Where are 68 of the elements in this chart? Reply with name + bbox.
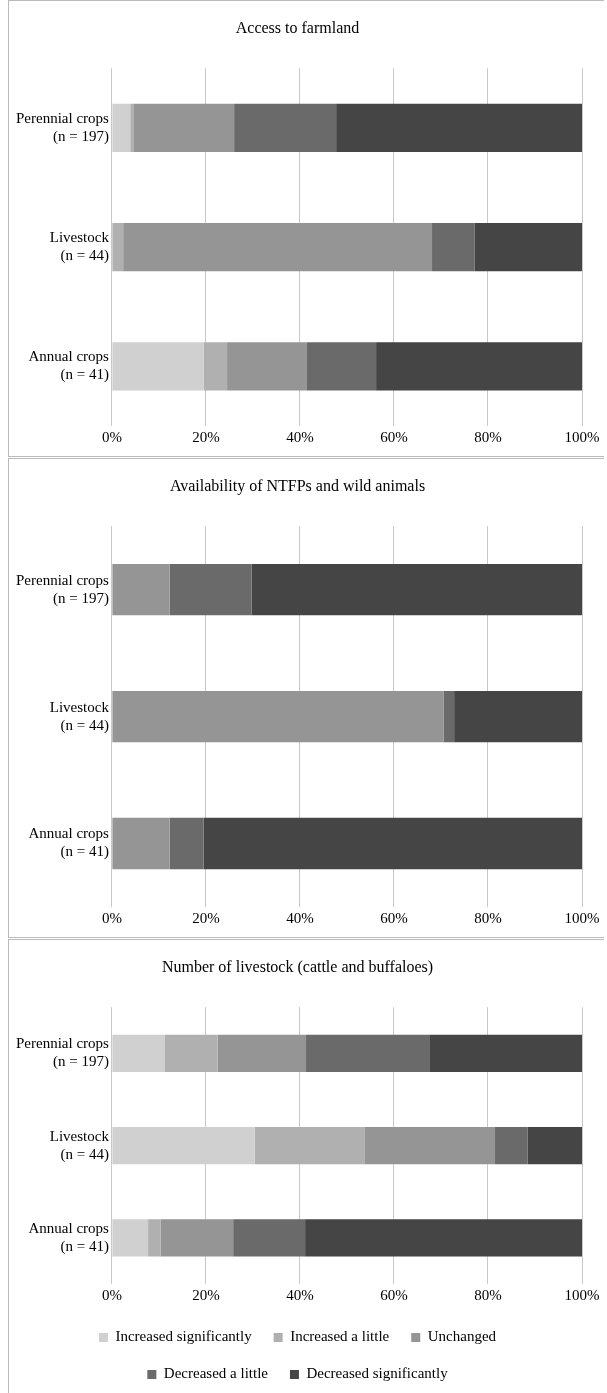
- bar: [443, 690, 455, 743]
- x-tick-label: 0%: [101, 909, 122, 926]
- y-tick-label: Perennial crops (n = 197): [16, 1035, 110, 1071]
- x-tick-label: 60%: [380, 1286, 408, 1303]
- chart-title: Access to farmland: [235, 18, 360, 36]
- bar: [254, 1126, 365, 1165]
- bar: [429, 1034, 582, 1073]
- x-tick-label: 80%: [474, 428, 502, 445]
- bar: [169, 563, 252, 616]
- chart-title: Number of livestock (cattle and buffaloes): [161, 957, 434, 976]
- bar: [432, 222, 475, 272]
- bar: [251, 563, 582, 616]
- x-tick-label: 100%: [564, 909, 600, 926]
- x-tick-label: 80%: [474, 909, 502, 926]
- y-tick-label: Annual crops (n = 41): [28, 1219, 110, 1255]
- x-tick-label: 40%: [286, 428, 314, 445]
- bar: [306, 342, 377, 391]
- bar: [527, 1126, 582, 1165]
- bar: [160, 1219, 234, 1257]
- bar: [306, 1034, 430, 1073]
- legend-label: Increased a little: [290, 1328, 390, 1345]
- bar: [165, 1034, 218, 1073]
- legend-label: Increased significantly: [115, 1328, 253, 1345]
- x-tick-label: 60%: [380, 909, 408, 926]
- bar: [148, 1219, 161, 1257]
- chart-title: Availability of NTFPs and wild animals: [169, 476, 426, 495]
- legend-label: Decreased a little: [163, 1365, 269, 1382]
- bar: [217, 1034, 307, 1073]
- x-tick-label: 40%: [286, 909, 314, 926]
- bar: [234, 103, 337, 152]
- x-tick-label: 60%: [380, 428, 408, 445]
- bar: [112, 563, 170, 616]
- y-tick-label: Perennial crops (n = 197): [16, 109, 110, 145]
- x-tick-label: 0%: [101, 428, 122, 445]
- bar: [495, 1126, 528, 1165]
- x-tick-label: 20%: [192, 428, 220, 445]
- legend-label: Unchanged: [427, 1328, 497, 1345]
- y-tick-label: Livestock (n = 44): [49, 1127, 110, 1163]
- bar: [169, 817, 204, 870]
- bar: [112, 690, 444, 743]
- x-tick-label: 80%: [474, 1286, 502, 1303]
- x-tick-label: 100%: [564, 428, 600, 445]
- bar: [130, 103, 134, 152]
- y-tick-label: Livestock (n = 44): [49, 698, 110, 734]
- x-tick-label: 20%: [192, 909, 220, 926]
- x-tick-label: 100%: [564, 1286, 600, 1303]
- bar: [376, 342, 582, 391]
- legend-label: Decreased significantly: [306, 1365, 449, 1382]
- bar: [233, 1219, 306, 1257]
- bar: [203, 817, 582, 870]
- bar: [133, 103, 235, 152]
- y-tick-label: Livestock (n = 44): [49, 229, 110, 265]
- x-tick-label: 40%: [286, 1286, 314, 1303]
- bar: [227, 342, 307, 391]
- bar: [112, 222, 124, 272]
- y-tick-label: Annual crops (n = 41): [28, 825, 110, 861]
- bar: [112, 817, 170, 870]
- bar: [336, 103, 582, 152]
- x-tick-label: 20%: [192, 1286, 220, 1303]
- bar: [474, 222, 582, 272]
- bar: [364, 1126, 496, 1165]
- x-tick-label: 0%: [101, 1286, 122, 1303]
- bar: [454, 690, 582, 743]
- y-tick-label: Perennial crops (n = 197): [16, 571, 110, 607]
- y-tick-label: Annual crops (n = 41): [28, 348, 110, 384]
- bar: [123, 222, 433, 272]
- bar: [203, 342, 228, 391]
- bar: [305, 1219, 582, 1257]
